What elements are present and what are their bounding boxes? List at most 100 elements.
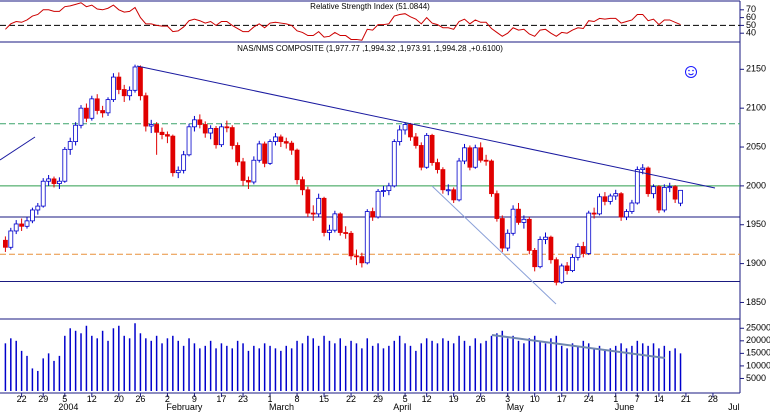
- candle-body: [35, 205, 41, 211]
- candle-body: [483, 159, 489, 162]
- x-tick-label: 12: [422, 394, 432, 404]
- month-label: Jul: [728, 402, 740, 412]
- candle-body: [127, 89, 133, 97]
- y-tick-label: 2150: [746, 64, 766, 74]
- month-label: February: [166, 402, 203, 412]
- x-tick-label: 1: [613, 394, 618, 404]
- candle-body: [321, 197, 327, 233]
- y-tick-label: 5000: [746, 373, 766, 383]
- x-tick-label: 17: [216, 394, 226, 404]
- candle-body: [537, 239, 543, 268]
- candle-body: [67, 141, 73, 150]
- candle-body: [3, 239, 8, 248]
- x-tick-label: 23: [238, 394, 248, 404]
- candle-body: [364, 211, 370, 264]
- candle-body: [305, 189, 311, 214]
- candle-body: [586, 212, 592, 254]
- candle-body: [229, 127, 235, 146]
- x-tick-label: 5: [62, 394, 67, 404]
- candle-body: [159, 131, 165, 135]
- month-label: March: [269, 402, 294, 412]
- candle-body: [440, 169, 446, 191]
- candle-body: [521, 218, 527, 223]
- candle-body: [391, 141, 397, 187]
- candle-body: [467, 147, 473, 168]
- candle-body: [186, 126, 192, 156]
- candle-body: [472, 147, 478, 168]
- candle-body: [246, 180, 251, 183]
- candle-body: [197, 119, 203, 125]
- candle-body: [634, 169, 640, 204]
- candle-body: [89, 98, 95, 119]
- candle-body: [62, 148, 68, 182]
- candle-body: [13, 223, 19, 232]
- x-tick-label: 20: [114, 394, 124, 404]
- candle-body: [505, 232, 511, 249]
- trend-line: [431, 185, 557, 305]
- candle-body: [19, 223, 25, 227]
- candle-body: [154, 124, 160, 133]
- candle-body: [111, 76, 116, 101]
- x-tick-label: 22: [346, 394, 356, 404]
- candle-body: [553, 259, 559, 283]
- candle-body: [332, 213, 338, 231]
- candle-body: [381, 190, 386, 192]
- y-tick-label: 2100: [746, 103, 766, 113]
- candle-body: [175, 169, 181, 174]
- rsi-title: Relative Strength Index (51.0844): [310, 2, 430, 11]
- candle-body: [278, 136, 284, 142]
- y-tick-label: 15000: [746, 348, 770, 358]
- candle-body: [429, 134, 435, 163]
- smiley-mouth: [688, 73, 694, 76]
- candle-body: [256, 143, 262, 161]
- candle-body: [219, 126, 224, 146]
- x-tick-label: 9: [192, 394, 197, 404]
- x-tick-label: 24: [584, 394, 594, 404]
- candle-body: [672, 186, 678, 200]
- y-tick-label: 2000: [746, 180, 766, 190]
- x-tick-label: 19: [449, 394, 459, 404]
- candle-body: [413, 136, 419, 146]
- candle-body: [489, 160, 494, 195]
- candle-body: [375, 190, 381, 218]
- x-tick-label: 29: [38, 394, 48, 404]
- candle-body: [678, 189, 683, 204]
- candle-body: [192, 119, 197, 128]
- month-label: May: [507, 402, 525, 412]
- candle-body: [267, 141, 273, 164]
- candle-body: [316, 197, 322, 215]
- candle-body: [424, 134, 430, 168]
- candle-body: [402, 124, 408, 131]
- trend-line: [491, 334, 666, 359]
- smiley-eye: [692, 69, 694, 72]
- x-tick-label: 26: [135, 394, 145, 404]
- trend-line: [0, 136, 36, 161]
- candle-body: [51, 178, 57, 184]
- candle-body: [8, 230, 14, 248]
- candle-body: [667, 186, 673, 189]
- x-tick-label: 8: [295, 394, 300, 404]
- candle-body: [105, 99, 111, 114]
- candle-body: [386, 185, 392, 191]
- candle-body: [40, 180, 46, 207]
- candle-body: [570, 256, 575, 271]
- candle-body: [618, 193, 624, 218]
- candle-body: [24, 220, 30, 227]
- candle-body: [543, 236, 548, 240]
- candle-body: [597, 196, 602, 215]
- candle-body: [148, 124, 154, 127]
- candle-body: [132, 66, 138, 91]
- candle-body: [640, 167, 646, 170]
- candle-body: [165, 134, 170, 137]
- candle-body: [661, 187, 667, 211]
- y-tick-label: 50: [746, 20, 756, 30]
- candle-body: [397, 129, 403, 142]
- candle-body: [532, 249, 538, 268]
- x-tick-label: 15: [319, 394, 329, 404]
- candle-body: [262, 143, 268, 164]
- candle-body: [575, 246, 581, 258]
- candle-body: [327, 229, 332, 233]
- candle-body: [138, 66, 143, 97]
- candle-body: [602, 196, 608, 202]
